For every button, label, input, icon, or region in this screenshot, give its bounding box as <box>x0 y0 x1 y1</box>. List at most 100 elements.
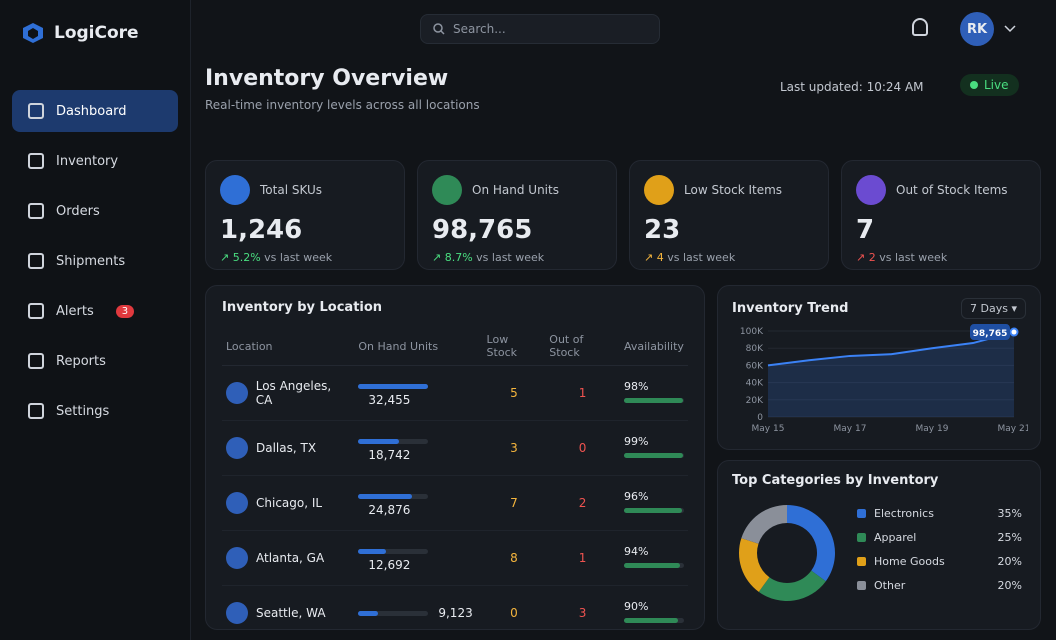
y-tick-label: 60K <box>746 361 764 371</box>
kpi-change: ↗ 8.7% vs last week <box>432 251 602 264</box>
kpi-header: Low Stock Items <box>644 175 814 205</box>
y-tick-label: 40K <box>746 379 764 389</box>
location: Dallas, TX <box>226 437 350 459</box>
table-row: Atlanta, GA 12,692 8 1 94% <box>222 530 688 586</box>
legend-label: Apparel <box>874 531 916 544</box>
brand-logo <box>23 23 43 43</box>
kpi-change-note: vs last week <box>264 251 333 264</box>
nav-item[interactable]: Reports <box>12 340 178 382</box>
units-track <box>358 384 429 389</box>
sidebar: LogiCore Dashboard Inventory Orders Shipmen… <box>0 0 191 640</box>
nav-label: Inventory <box>56 153 119 169</box>
availability-bar <box>623 617 678 623</box>
last-updated: Last updated: 10:24 AM <box>780 80 924 94</box>
notifications-button[interactable] <box>912 18 928 36</box>
location-name: Dallas, TX <box>256 441 317 455</box>
location: Seattle, WA <box>226 602 350 624</box>
x-tick-label: May 21 <box>998 424 1028 434</box>
column-header: Availability <box>619 327 688 366</box>
trend-title: Inventory Trend <box>732 301 849 316</box>
units-track <box>358 439 429 444</box>
units-value: 18,742 <box>368 448 411 462</box>
nav-item[interactable]: Shipments <box>12 240 178 282</box>
nav-label: Reports <box>56 353 106 369</box>
y-tick-label: 80K <box>746 344 764 354</box>
value-label: 98,765 <box>973 329 1008 339</box>
kpi-change-note: vs last week <box>667 251 736 264</box>
column-header: On Hand Units <box>354 327 483 366</box>
legend-value: 20% <box>998 579 1022 592</box>
availability-value: 90% <box>623 599 649 613</box>
availability-cell: 96% <box>619 475 688 531</box>
nav-icon <box>28 403 44 419</box>
location-icon <box>226 492 248 514</box>
availability-cell: 90% <box>619 585 688 640</box>
units-cell: 24,876 <box>354 475 483 531</box>
nav-label: Settings <box>56 403 110 419</box>
units-bar <box>358 611 379 616</box>
location: Los Angeles, CA <box>226 379 350 407</box>
kpi-card: Low Stock Items 23 ↗ 4 vs last week <box>629 160 829 270</box>
kpi-arrow: ↗ <box>644 251 657 264</box>
nav-item[interactable]: Dashboard <box>12 90 178 132</box>
location-icon <box>226 382 248 404</box>
location-cell: Los Angeles, CA <box>222 365 355 421</box>
availability-value: 94% <box>623 544 649 558</box>
location-cell: Seattle, WA <box>222 585 355 640</box>
out-of-stock-cell: 1 <box>545 365 620 421</box>
search-box[interactable]: Search... <box>420 14 660 44</box>
brand[interactable]: LogiCore <box>22 22 139 44</box>
donut-slice <box>787 505 835 582</box>
legend-swatch <box>857 581 866 590</box>
table-row: Seattle, WA 9,123 0 3 90% <box>222 585 688 640</box>
y-tick-label: 100K <box>740 327 764 337</box>
kpi-header: On Hand Units <box>432 175 602 205</box>
nav-menu: Dashboard Inventory Orders Shipments Alerts 3… <box>12 90 178 440</box>
table-title: Inventory by Location <box>222 300 383 315</box>
availability-cell: 94% <box>619 530 688 586</box>
table-row: Dallas, TX 18,742 3 0 99% <box>222 420 688 476</box>
nav-icon <box>28 203 44 219</box>
kpi-icon <box>432 175 462 205</box>
donut-slice <box>739 538 770 592</box>
category-card: Top Categories by Inventory Electronics 3… <box>717 460 1041 630</box>
nav-icon <box>28 353 44 369</box>
availability-cell: 98% <box>619 365 688 421</box>
legend-swatch <box>857 509 866 518</box>
table-header: Location On Hand Units Low Stock Out of Sto… <box>222 327 688 366</box>
user-menu-caret[interactable] <box>1004 24 1016 34</box>
units-cell: 12,692 <box>354 530 483 586</box>
kpi-header: Total SKUs <box>220 175 390 205</box>
nav-item[interactable]: Inventory <box>12 140 178 182</box>
nav-icon <box>28 153 44 169</box>
live-status: Live <box>960 74 1019 96</box>
column-header: Low Stock <box>482 327 546 366</box>
range-selector[interactable]: 7 Days ▾ <box>961 298 1026 319</box>
kpi-value: 23 <box>644 215 681 245</box>
availability-value: 98% <box>623 379 649 393</box>
table-body: Los Angeles, CA 32,455 5 1 98% Dallas, TX 18,7… <box>222 365 688 640</box>
low-stock-cell: 3 <box>482 420 546 476</box>
nav-item[interactable]: Settings <box>12 390 178 432</box>
units-track <box>358 611 429 616</box>
nav-item[interactable]: Orders <box>12 190 178 232</box>
units-bar <box>358 549 386 554</box>
legend-swatch <box>857 533 866 542</box>
availability-track <box>623 397 684 403</box>
user-avatar[interactable]: RK <box>960 12 994 46</box>
availability-track <box>623 452 684 458</box>
units-cell: 32,455 <box>354 365 483 421</box>
legend-value: 35% <box>998 507 1022 520</box>
table-row: Los Angeles, CA 32,455 5 1 98% <box>222 365 688 421</box>
nav-badge: 3 <box>115 304 135 318</box>
kpi-change: ↗ 2 vs last week <box>856 251 1026 264</box>
location: Atlanta, GA <box>226 547 350 569</box>
x-tick-label: May 17 <box>834 424 867 434</box>
legend-label: Home Goods <box>874 555 945 568</box>
nav-item[interactable]: Alerts 3 <box>12 290 178 332</box>
out-of-stock-cell: 1 <box>545 530 620 586</box>
nav-label: Shipments <box>56 253 126 269</box>
availability-bar <box>623 507 682 513</box>
out-of-stock-cell: 2 <box>545 475 620 531</box>
kpi-change-note: vs last week <box>879 251 948 264</box>
